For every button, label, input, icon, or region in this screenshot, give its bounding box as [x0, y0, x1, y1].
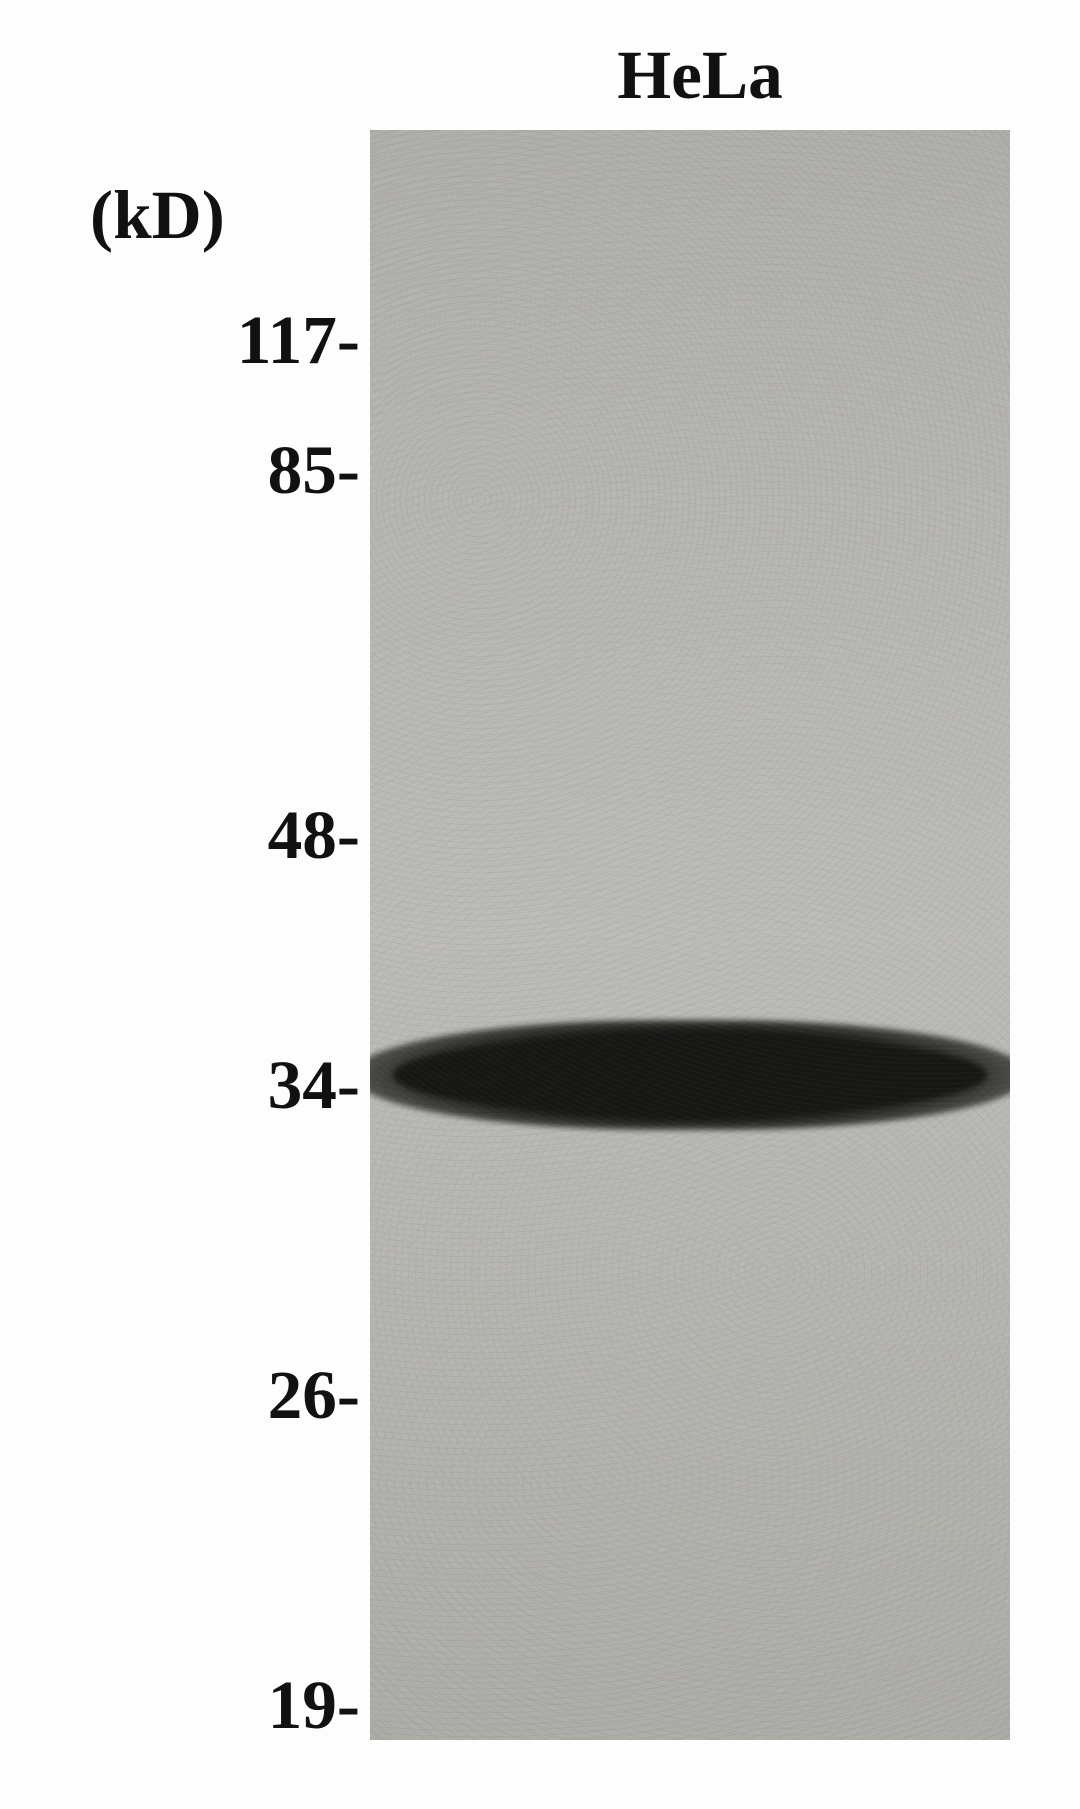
lane-header-hela: HeLa	[600, 35, 800, 115]
mw-marker-85: 85-	[268, 430, 360, 510]
mw-marker-117: 117-	[237, 300, 360, 380]
mw-marker-19: 19-	[268, 1665, 360, 1745]
blot-lane	[370, 130, 1010, 1740]
mw-marker-48: 48-	[268, 795, 360, 875]
western-blot-figure: HeLa (kD) 117- 85- 48- 34- 26- 19-	[0, 0, 1080, 1809]
mw-marker-34: 34-	[268, 1045, 360, 1125]
blot-lane-noise	[370, 130, 1010, 1740]
mw-marker-26: 26-	[268, 1355, 360, 1435]
unit-label-kd: (kD)	[90, 175, 225, 255]
